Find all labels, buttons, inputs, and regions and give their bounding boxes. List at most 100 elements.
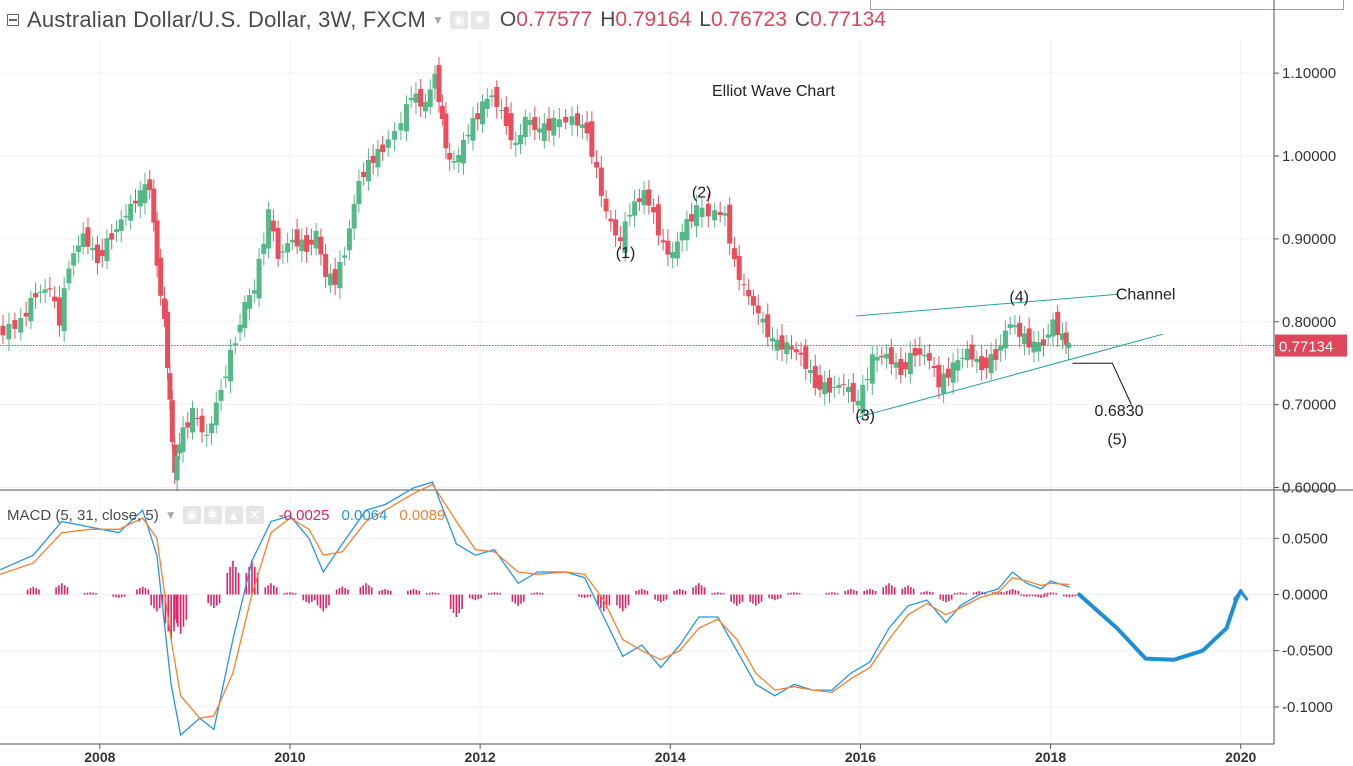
candle-body <box>289 239 295 243</box>
candle-body <box>80 233 86 248</box>
macd-y-tick-label: 0.0500 <box>1282 530 1328 547</box>
candle-body <box>1017 322 1023 337</box>
candle-body <box>917 348 923 355</box>
candle-body <box>907 352 913 375</box>
ohlc-high: H0.79164 <box>600 8 692 31</box>
symbol-title[interactable]: Australian Dollar/U.S. Dollar, 3W, FXCM <box>27 7 427 32</box>
candle-body <box>237 324 243 333</box>
last-price-label: 0.77134 <box>1279 339 1333 356</box>
collapse-icon[interactable] <box>7 14 19 26</box>
candle-body <box>903 362 909 370</box>
candle-body <box>408 98 414 101</box>
chevron-down-icon[interactable]: ▼ <box>432 13 444 27</box>
move-icon[interactable]: ▲ <box>224 506 243 524</box>
candle-body <box>793 349 799 353</box>
candle-body <box>418 88 424 107</box>
candle-body <box>808 370 814 373</box>
candle-body <box>42 289 48 293</box>
candle-body <box>812 366 818 389</box>
candle-body <box>731 248 737 260</box>
ohlc-close: C0.77134 <box>794 8 886 31</box>
candle-body <box>285 243 291 253</box>
chart-header: Australian Dollar/U.S. Dollar, 3W, FXCM … <box>0 0 1040 40</box>
forecast-curve <box>1077 589 1243 662</box>
candle-body <box>109 233 115 240</box>
candle-body <box>974 358 980 363</box>
eye-icon[interactable]: ◉ <box>449 11 468 29</box>
candle-body <box>788 346 794 350</box>
candle-body <box>313 230 319 249</box>
candle-body <box>884 353 890 359</box>
candle-body <box>1012 325 1018 328</box>
candle-body <box>118 219 124 231</box>
wave-label: (2) <box>692 184 712 201</box>
target-line <box>1072 362 1132 405</box>
macd-header: MACD (5, 31, close, 5) ▼ ◉ ✱ ▲ ✕ -0.0025… <box>0 502 445 528</box>
candle-body <box>822 382 828 395</box>
candle-body <box>294 229 300 247</box>
candle-body <box>323 253 329 277</box>
candle-body <box>1063 332 1069 345</box>
candle-body <box>1055 311 1061 336</box>
candle-body <box>413 93 419 103</box>
candle-body <box>52 296 58 302</box>
candle-body <box>945 368 951 378</box>
candle-body <box>56 297 62 326</box>
candle-body <box>736 255 742 281</box>
candle-body <box>447 152 453 160</box>
candle-body <box>142 184 148 204</box>
candle-body <box>874 356 880 361</box>
chevron-down-icon[interactable]: ▼ <box>164 508 177 522</box>
candle-body <box>342 255 348 258</box>
candle-body <box>427 89 433 108</box>
candle-body <box>460 139 466 164</box>
candle-body <box>831 386 837 388</box>
candle-body <box>1026 328 1032 348</box>
candle-body <box>1059 333 1065 340</box>
candle-body <box>365 159 371 182</box>
candle-body <box>332 269 338 285</box>
ohlc-open: O0.77577 <box>499 8 593 31</box>
candle-body <box>865 378 871 381</box>
y-tick-label: 0.90000 <box>1282 231 1336 248</box>
macd-signal-value: 0.0089 <box>399 506 446 524</box>
candle-body <box>439 105 445 119</box>
candle-body <box>465 134 471 137</box>
candle-body <box>665 240 671 255</box>
macd-title[interactable]: MACD (5, 31, close, 5) <box>7 506 159 524</box>
candle-body <box>337 261 343 289</box>
candle-body <box>527 119 533 125</box>
candle-body <box>154 220 160 266</box>
y-tick-label: 0.80000 <box>1282 314 1336 331</box>
candle-body <box>541 123 547 142</box>
candle-body <box>443 113 449 149</box>
candle-body <box>699 207 705 218</box>
candle-body <box>169 400 175 443</box>
candle-body <box>993 349 999 360</box>
candle-body <box>385 139 391 148</box>
macd-line-value: 0.0064 <box>341 506 388 524</box>
wave-label: (5) <box>1107 431 1127 448</box>
candle-body <box>693 205 699 227</box>
candle-body <box>318 236 324 255</box>
candle-body <box>1021 333 1027 345</box>
candle-body <box>1002 330 1008 349</box>
candle-body <box>247 295 253 309</box>
candle-body <box>594 161 600 168</box>
close-icon[interactable]: ✕ <box>245 506 264 524</box>
candle-body <box>185 422 191 428</box>
gear-icon[interactable]: ✱ <box>203 506 222 524</box>
candle-body <box>209 423 215 434</box>
gear-icon[interactable]: ✱ <box>470 11 489 29</box>
x-tick-label: 2018 <box>1035 749 1066 765</box>
candle-body <box>94 244 100 264</box>
channel-label: Channel <box>1116 286 1176 303</box>
candle-body <box>194 418 200 420</box>
eye-icon[interactable]: ◉ <box>182 506 201 524</box>
candle-body <box>128 203 134 221</box>
candle-body <box>579 124 585 128</box>
candle-body <box>798 352 804 355</box>
candle-body <box>603 198 609 212</box>
candle-body <box>346 228 352 251</box>
